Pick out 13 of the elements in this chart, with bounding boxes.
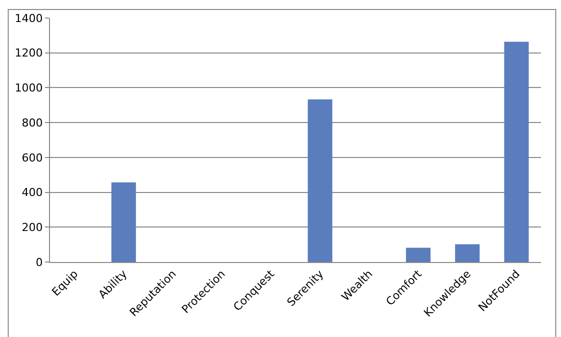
bar <box>504 42 529 262</box>
bar <box>455 244 480 262</box>
y-tick-label: 200 <box>22 220 43 234</box>
bar <box>111 182 136 262</box>
y-tick-label: 1000 <box>14 82 43 95</box>
y-tick-label: 400 <box>22 186 43 200</box>
y-tick-label: 0 <box>36 256 43 269</box>
y-tick-label: 800 <box>22 116 43 130</box>
y-tick-label: 1200 <box>14 46 43 60</box>
bar <box>308 99 332 262</box>
y-tick-label: 600 <box>22 151 43 164</box>
y-tick-label: 1400 <box>14 12 43 25</box>
bar <box>406 248 431 262</box>
